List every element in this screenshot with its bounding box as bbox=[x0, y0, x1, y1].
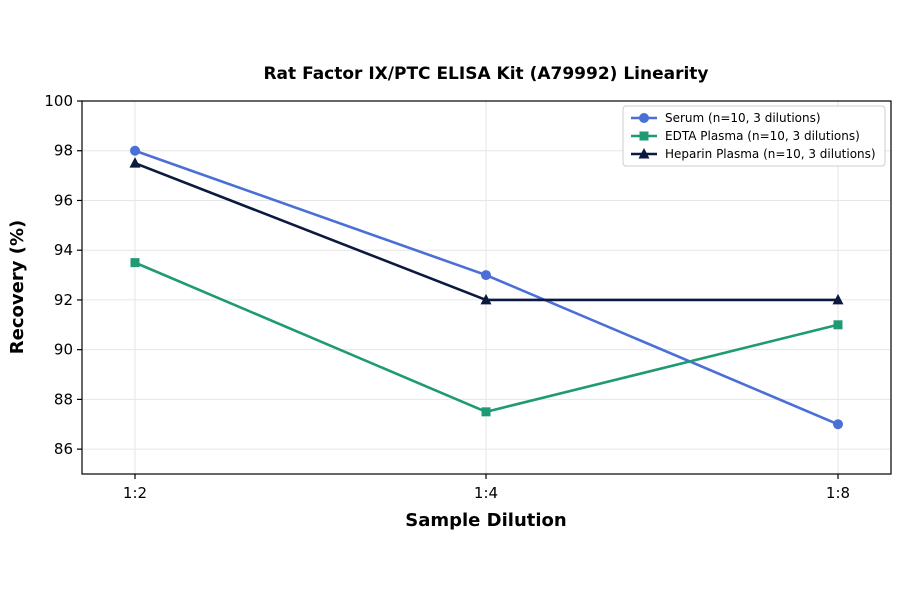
legend-swatch-marker bbox=[639, 113, 649, 123]
data-point bbox=[481, 407, 491, 417]
data-point bbox=[832, 293, 844, 305]
plot-frame bbox=[81, 100, 892, 475]
x-tick-label: 1:4 bbox=[474, 484, 498, 502]
legend-label: EDTA Plasma (n=10, 3 dilutions) bbox=[665, 129, 860, 143]
chart-title: Rat Factor IX/PTC ELISA Kit (A79992) Lin… bbox=[263, 64, 708, 84]
x-axis-label: Sample Dilution bbox=[405, 510, 566, 531]
data-point bbox=[480, 293, 492, 305]
y-axis-ticks: 86 88 90 92 94 96 98 100 bbox=[44, 92, 82, 458]
x-tick-label: 1:8 bbox=[826, 484, 850, 502]
series-lines bbox=[129, 145, 844, 430]
series-1 bbox=[130, 258, 843, 417]
y-tick-label: 96 bbox=[54, 191, 73, 209]
data-point bbox=[130, 258, 140, 268]
y-tick-label: 90 bbox=[54, 341, 73, 359]
legend-box bbox=[622, 105, 886, 167]
data-point bbox=[129, 157, 141, 168]
series-0 bbox=[130, 145, 843, 430]
legend-swatch-marker bbox=[639, 131, 649, 141]
data-point bbox=[481, 270, 491, 281]
legend-label: Heparin Plasma (n=10, 3 dilutions) bbox=[665, 147, 876, 161]
y-tick-label: 92 bbox=[54, 291, 73, 309]
x-axis-ticks: 1:2 1:4 1:8 bbox=[123, 474, 850, 502]
series-2 bbox=[129, 157, 844, 305]
y-tick-label: 88 bbox=[54, 390, 73, 408]
y-tick-label: 86 bbox=[54, 440, 73, 458]
legend-swatch-marker bbox=[638, 148, 650, 159]
y-tick-label: 98 bbox=[54, 142, 73, 160]
legend-label: Serum (n=10, 3 dilutions) bbox=[665, 111, 821, 125]
y-tick-label: 100 bbox=[44, 92, 73, 110]
data-point bbox=[833, 419, 843, 430]
y-axis-label: Recovery (%) bbox=[7, 220, 28, 354]
y-tick-label: 94 bbox=[54, 241, 73, 259]
legend: Serum (n=10, 3 dilutions) EDTA Plasma (n=… bbox=[622, 105, 886, 167]
x-tick-label: 1:2 bbox=[123, 484, 147, 502]
data-point bbox=[833, 320, 843, 330]
data-point bbox=[130, 145, 140, 156]
